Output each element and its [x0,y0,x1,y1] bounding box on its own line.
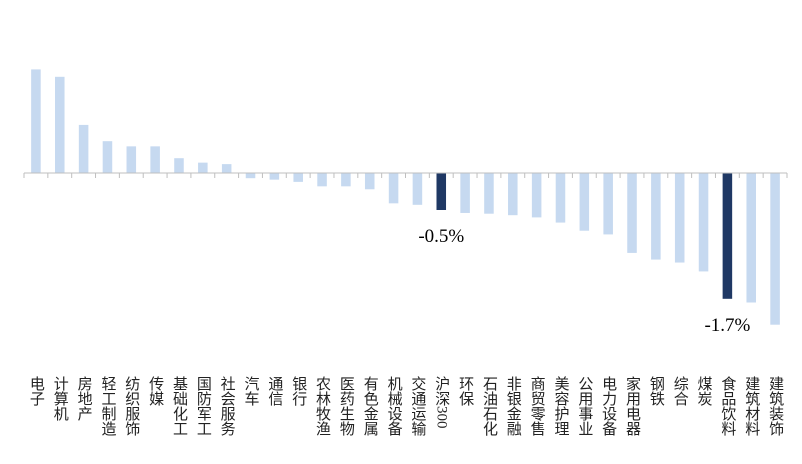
x-tick-label: 环保 [457,376,474,406]
bar [508,173,518,216]
x-tick-label: 石油石化 [481,376,498,436]
bar [531,173,542,218]
x-tick-label: 银行 [290,376,307,407]
bar [627,173,637,253]
bar [269,173,280,180]
bar [579,173,590,231]
x-tick-label: 国防军工 [195,376,212,436]
x-tick-label: 家用电器 [624,376,641,436]
x-tick-label: 电力设备 [600,376,617,436]
x-tick-label: 公用事业 [576,376,593,436]
bar [126,146,137,173]
x-tick-label: 计算机 [52,376,69,422]
bar [221,164,232,173]
value-label: -0.5% [418,226,464,247]
x-tick-label: 纺织服饰 [123,376,140,436]
x-tick-label: 钢铁 [648,376,665,406]
x-tick-label: 非银金融 [505,376,522,436]
bar [341,173,351,187]
x-tick-label: 美容护理 [552,376,569,436]
bar [54,76,65,173]
bar [364,173,375,190]
bar [698,173,709,272]
bar [436,173,447,210]
value-label: -1.7% [704,315,750,336]
x-tick-label: 汽车 [243,376,260,406]
bar [603,173,613,235]
x-tick-label: 房地产 [76,376,93,421]
x-tick-label: 沪深300 [433,376,450,429]
x-tick-label: 机械设备 [386,376,403,436]
bar [484,173,494,214]
bar [746,173,757,303]
x-tick-label: 基础化工 [171,376,188,436]
bar [317,173,327,187]
bar [770,173,780,325]
x-tick-label: 煤炭 [696,376,713,406]
bar [198,162,208,173]
x-tick-label: 建筑装饰 [767,376,784,436]
bar [293,173,303,182]
x-tick-label: 医药生物 [338,376,355,437]
bar [412,173,423,205]
x-tick-label: 农林牧渔 [314,376,331,436]
x-tick-label: 通信 [266,376,283,406]
bar [150,146,160,173]
x-tick-label: 交通运输 [409,375,426,436]
x-tick-label: 轻工制造 [99,376,116,437]
x-tick-label: 综合 [672,376,689,406]
bar [78,124,89,173]
x-tick-label: 传媒 [147,376,164,406]
x-tick-label: 建筑材料 [743,376,760,436]
bar [102,141,113,173]
bar [674,173,685,263]
bar [460,173,470,213]
x-tick-label: 社会服务 [219,376,236,437]
x-tick-label: 有色金属 [362,376,379,436]
bar [31,69,41,173]
bar [245,173,256,179]
bar [174,158,184,173]
bar [555,173,566,223]
x-tick-label: 商贸零售 [529,376,546,436]
x-tick-label: 电子 [28,376,45,406]
bar [388,173,399,204]
bar [722,173,733,299]
x-tick-label: 食品饮料 [719,376,736,436]
bar [651,173,661,260]
